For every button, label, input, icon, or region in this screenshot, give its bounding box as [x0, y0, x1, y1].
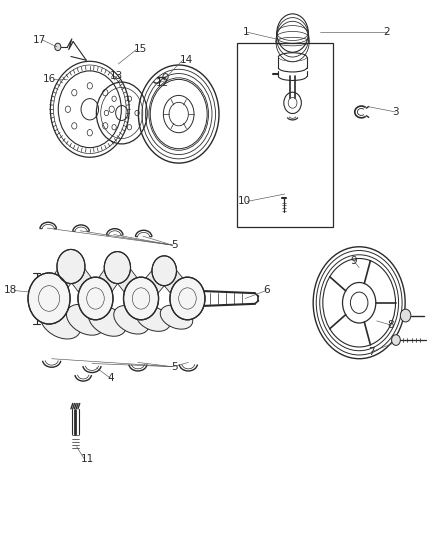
- Circle shape: [55, 43, 61, 51]
- Circle shape: [104, 252, 131, 284]
- Polygon shape: [158, 263, 194, 306]
- Ellipse shape: [67, 304, 104, 335]
- Bar: [31, 296, 39, 304]
- Circle shape: [170, 277, 205, 320]
- Text: 15: 15: [134, 44, 147, 54]
- Text: 5: 5: [171, 240, 177, 250]
- Text: 16: 16: [43, 74, 56, 84]
- Polygon shape: [89, 261, 124, 305]
- Circle shape: [124, 277, 159, 320]
- Text: 18: 18: [4, 286, 18, 295]
- Polygon shape: [135, 263, 170, 306]
- Text: 17: 17: [33, 35, 46, 45]
- Ellipse shape: [160, 305, 193, 329]
- Text: 4: 4: [107, 374, 114, 383]
- Ellipse shape: [88, 305, 126, 336]
- Text: 8: 8: [388, 320, 394, 330]
- Bar: [237, 43, 333, 227]
- Polygon shape: [42, 260, 78, 305]
- Text: 11: 11: [81, 455, 94, 464]
- Circle shape: [78, 277, 113, 320]
- Ellipse shape: [114, 305, 149, 334]
- Text: 12: 12: [155, 78, 169, 87]
- Circle shape: [57, 249, 85, 284]
- Text: 6: 6: [263, 286, 269, 295]
- Text: 10: 10: [237, 197, 251, 206]
- Text: 13: 13: [110, 71, 123, 80]
- Circle shape: [28, 273, 70, 324]
- Text: 2: 2: [383, 27, 390, 37]
- Circle shape: [392, 335, 400, 345]
- Text: 9: 9: [350, 256, 357, 266]
- Text: 5: 5: [171, 362, 177, 372]
- Text: 3: 3: [392, 107, 399, 117]
- Text: 7: 7: [368, 347, 374, 357]
- Polygon shape: [111, 260, 148, 306]
- Polygon shape: [64, 259, 102, 306]
- Circle shape: [400, 309, 411, 322]
- Circle shape: [152, 256, 177, 286]
- Ellipse shape: [40, 306, 81, 339]
- Text: 14: 14: [180, 55, 193, 64]
- Text: 1: 1: [243, 27, 250, 37]
- Ellipse shape: [136, 306, 170, 332]
